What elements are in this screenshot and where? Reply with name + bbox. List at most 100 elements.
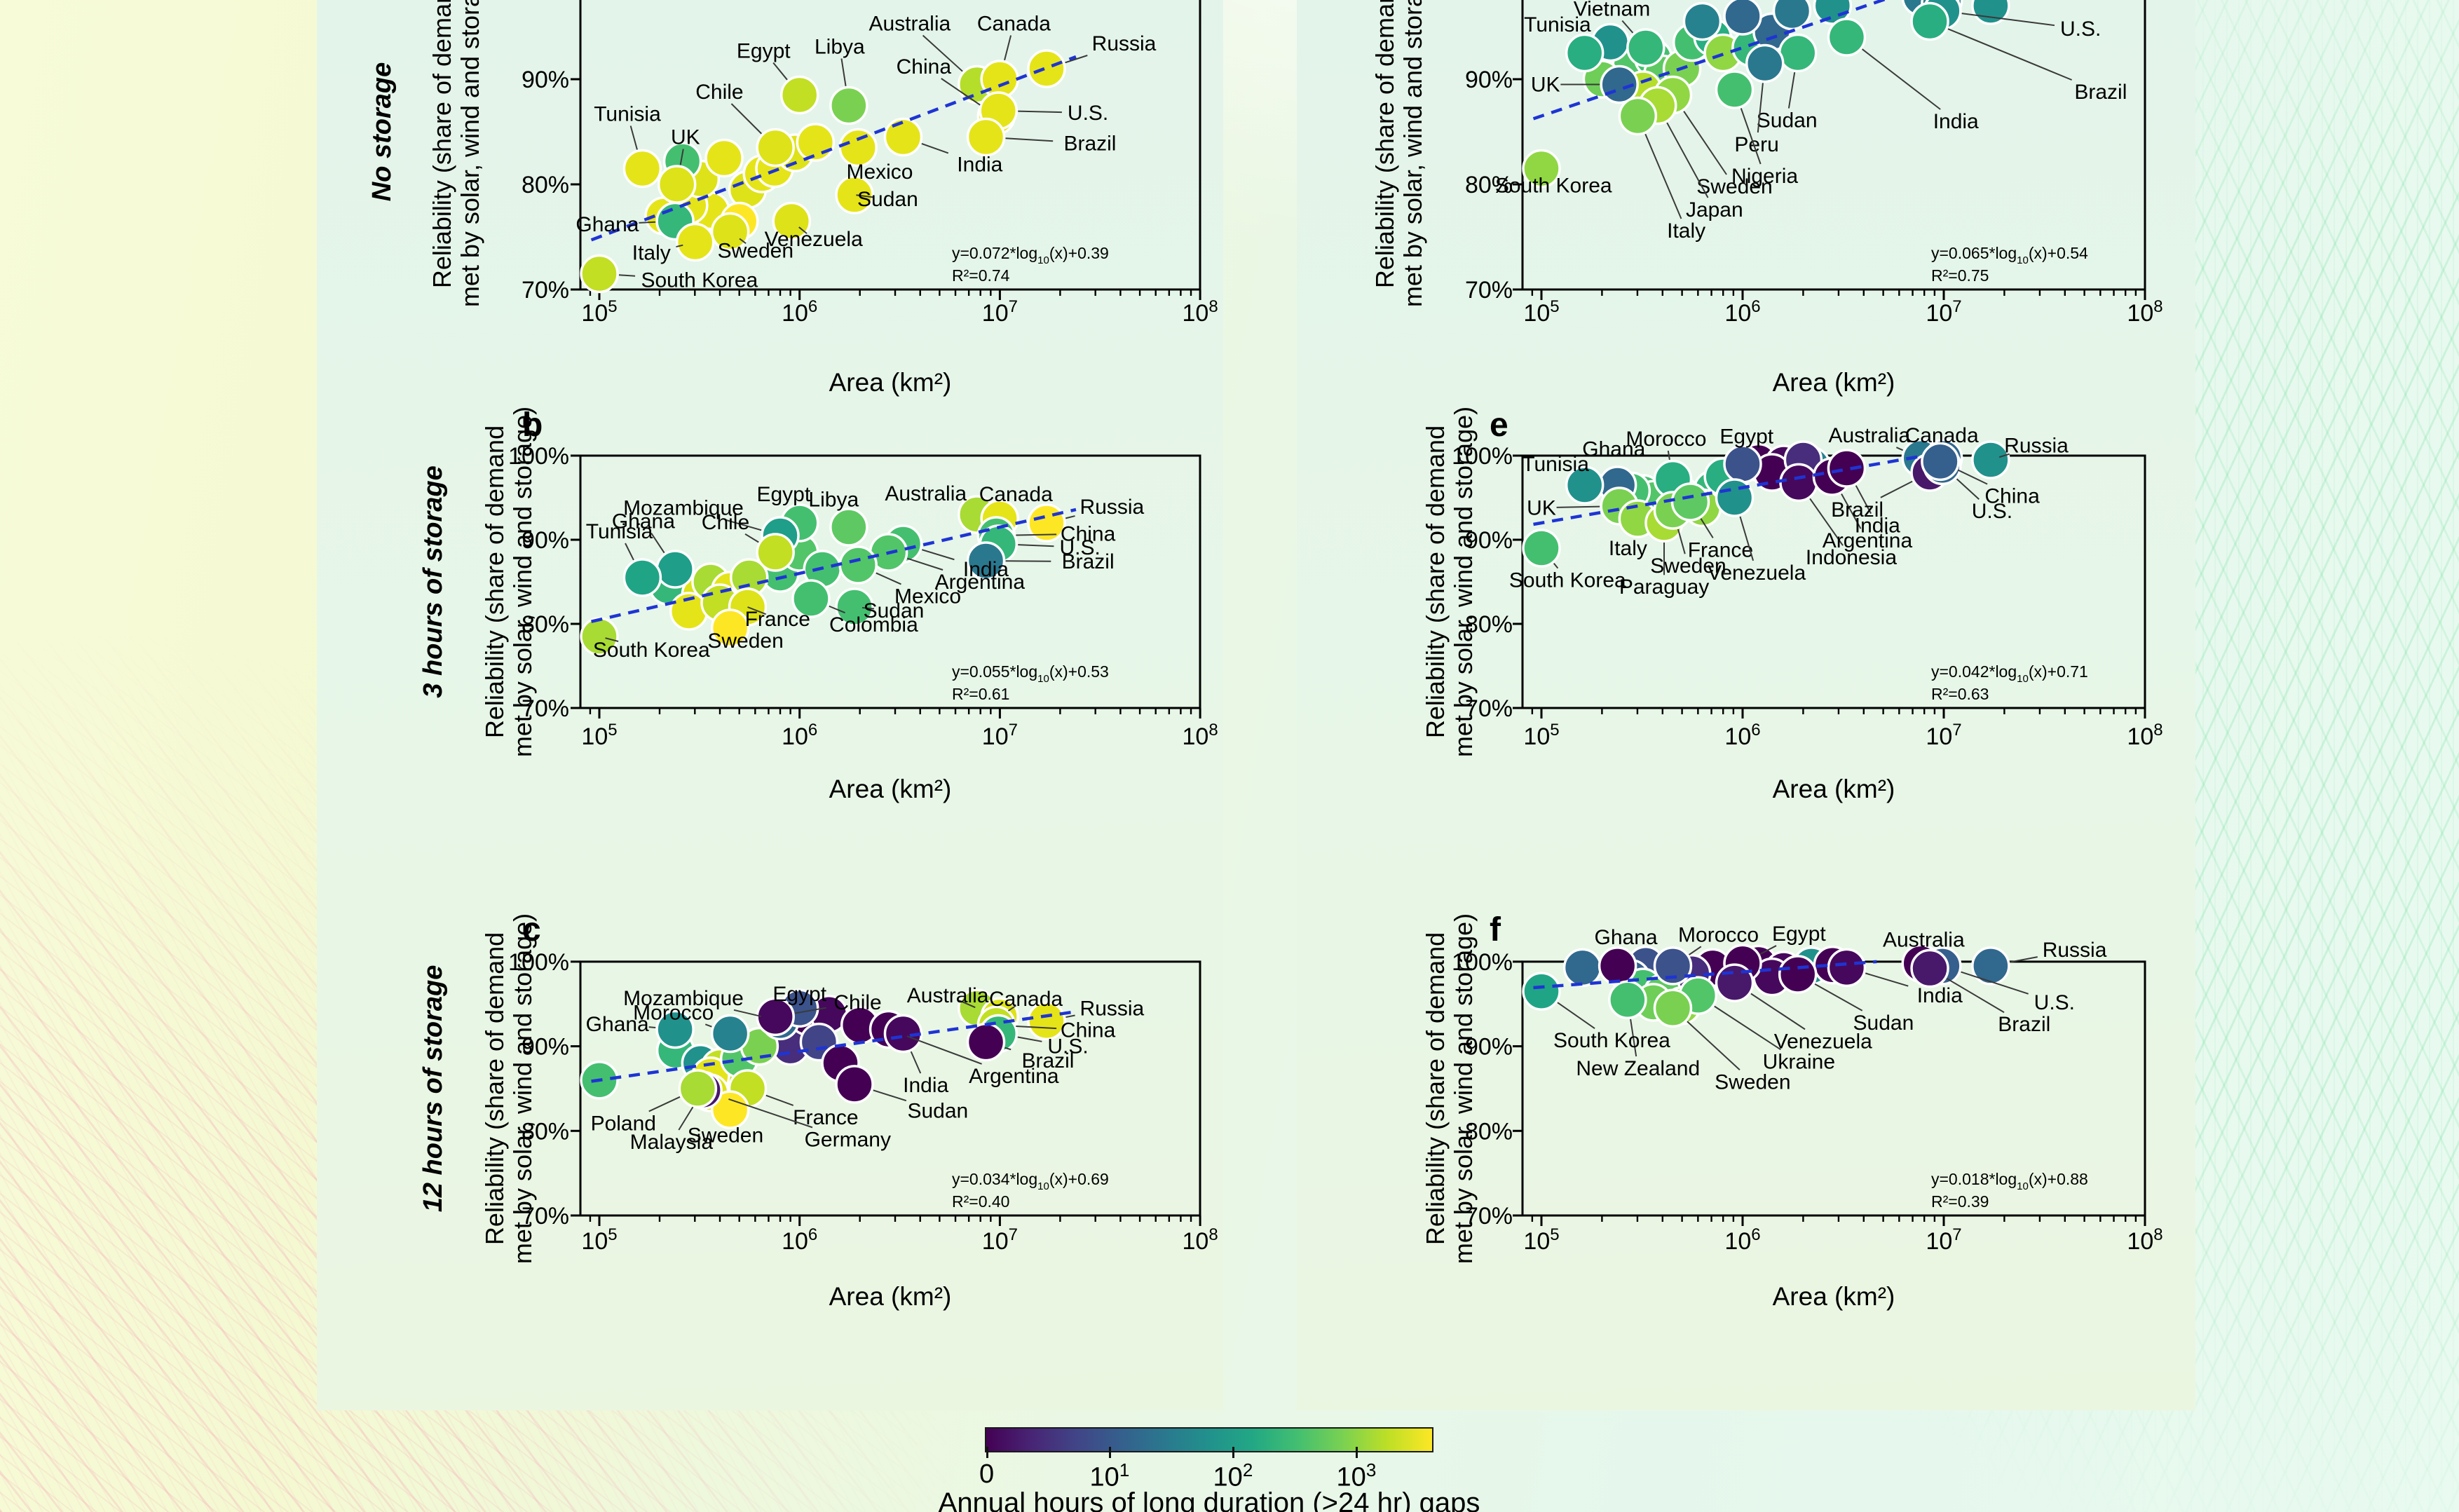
x-tick-label: 107 [982,297,1018,327]
country-label: Australia [1883,929,1965,952]
axis-box [1521,0,2146,291]
colorbar-label: Annual hours of long duration (>24 hr) g… [938,1487,1480,1512]
country-label: Paraguay [1619,575,1709,599]
country-label: Brazil [1063,132,1116,156]
data-point [1522,972,1561,1011]
country-label: Italy [632,242,671,265]
data-point [883,117,923,157]
leader-line [1065,55,1088,64]
country-label: Mozambique [623,987,744,1010]
country-label: Venezuela [1708,561,1806,585]
country-label: Sweden [688,1124,763,1147]
leader-line [906,1035,982,1065]
data-point [657,165,697,204]
country-label: Egypt [772,983,826,1006]
y-axis-label: met by solar, wind and storage) [456,0,484,307]
leader-line [1750,993,1806,1030]
y-axis-label: Reliability (share of demand [428,0,456,288]
fit-r-squared: R²=0.74 [952,266,1010,285]
y-axis-label: Reliability (share of demand [1370,0,1399,288]
y-tick-label: 90% [522,1034,569,1061]
x-tick-label: 108 [1183,1225,1218,1255]
data-point [756,533,795,572]
country-label: China [1061,523,1116,546]
country-label: UK [1527,496,1556,519]
country-label: Sudan [1853,1012,1914,1035]
data-point [1598,946,1637,986]
y-tick-label: 70% [522,277,569,304]
x-tick-label: 106 [1724,1225,1760,1255]
country-label: Egypt [1719,425,1773,448]
country-label: Sweden [1650,554,1726,578]
leader-line [1065,515,1075,519]
data-point [796,123,836,162]
trend-line [591,1009,1077,1083]
country-label: Sudan [907,1099,968,1122]
leader-line [772,62,788,81]
country-label: Vietnam [1574,0,1651,21]
leader-line [1998,453,2010,458]
y-axis-label: met by solar, wind and storage) [1449,913,1478,1264]
country-label: Sweden [707,629,783,653]
leader-line [941,78,981,106]
country-label: Tunisia [586,520,653,543]
data-point [838,545,878,585]
colorbar-tick [1108,1447,1111,1458]
x-tick-label: 108 [1183,297,1218,327]
trend-line [591,508,1077,623]
leader-line [1956,478,1980,500]
country-label: India [1933,110,1979,133]
trend-line [1533,454,1926,526]
country-label: Egypt [737,40,791,63]
x-axis-label: Area (km²) [829,1282,952,1311]
leader-line [1667,450,1670,461]
leader-line [921,142,949,154]
fit-r-squared: R²=0.75 [1931,266,1989,285]
leader-line [1016,1025,1057,1030]
y-tick-label: 70% [1465,695,1513,722]
figure-panel-left [317,0,1223,1410]
country-label: Brazil [2074,81,2127,104]
colorbar-tick-label: 0 [979,1459,995,1489]
leader-line [1687,1021,1741,1071]
leader-line [679,149,684,165]
leader-line [747,606,766,615]
axis-box [579,0,1201,291]
row-label: 3 hours of storage [418,465,448,698]
leader-line [605,637,619,642]
x-tick-label: 106 [782,297,817,327]
leader-line [1556,505,1600,508]
leader-line [2010,956,2038,963]
country-label: Argentina [1823,529,1913,552]
country-label: Libya [815,36,865,59]
leader-line [1630,1019,1637,1057]
leader-line [921,549,955,561]
data-point [756,128,795,168]
data-point [580,254,619,294]
y-axis-label: met by solar, wind and storage) [508,407,537,757]
country-label: Ghana [586,1013,649,1036]
country-label: Chile [833,991,881,1014]
panel-letter: e [1490,407,1508,444]
data-point [1971,440,2010,479]
colorbar-tick-label: 103 [1336,1459,1377,1492]
country-label: Mexico [846,161,913,184]
data-point [1565,33,1605,73]
leader-line [906,557,944,571]
country-label: Russia [2043,939,2107,962]
country-label: Ghana [575,213,639,236]
data-point [655,1009,695,1049]
country-label: Canada [989,988,1063,1011]
colorbar-tick [1232,1447,1234,1458]
leader-line [676,244,683,248]
leader-line [629,125,638,150]
y-tick-label: 80% [1465,1118,1513,1145]
leader-line [724,519,762,531]
data-point [1778,955,1818,994]
fit-r-squared: R²=0.39 [1931,1192,1989,1211]
country-label: Indonesia [1806,546,1897,569]
data-point [835,175,874,214]
country-label: Japan [1686,198,1743,222]
data-point [1608,980,1647,1019]
leader-line [648,1096,681,1112]
